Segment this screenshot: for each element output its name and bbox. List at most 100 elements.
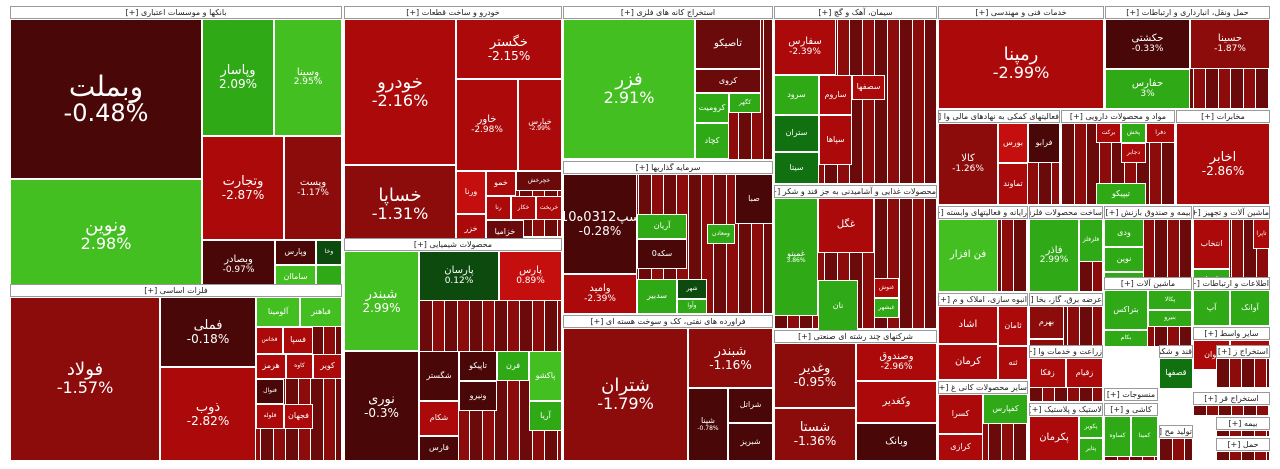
- stock-tile[interactable]: وغدیر -0.95%: [774, 343, 856, 408]
- stock-tile[interactable]: بنیرو: [1148, 310, 1192, 327]
- stock-tile[interactable]: شبریز: [728, 423, 773, 461]
- stock-tile[interactable]: خچرخش: [516, 171, 562, 191]
- sector-title[interactable]: کاشی و [+]: [1104, 403, 1158, 416]
- stock-tile[interactable]: تماوند: [998, 163, 1028, 205]
- stock-tile[interactable]: وخا: [316, 240, 342, 265]
- sector-title[interactable]: خدمات فنی و مهندسی [+]: [938, 6, 1104, 19]
- stock-tile[interactable]: خگستر -2.15%: [456, 19, 562, 79]
- stock-tile[interactable]: کروی: [695, 69, 761, 93]
- stock-tile[interactable]: سپ0312ه10-0.28%: [563, 174, 637, 274]
- stock-tile[interactable]: فزر 2.91%: [563, 19, 695, 159]
- stock-tile[interactable]: پارس 0.89%: [499, 251, 562, 301]
- stock-tile[interactable]: خاور -2.98%: [456, 79, 518, 171]
- stock-tile[interactable]: پتایر: [1079, 438, 1103, 461]
- stock-tile[interactable]: زقیام: [1066, 358, 1103, 388]
- stock-tile[interactable]: ثنه: [998, 346, 1028, 380]
- sector-title[interactable]: ساخت محصولات فلزی [+]: [1029, 206, 1103, 219]
- stock-tile[interactable]: تاصیکو: [695, 19, 761, 69]
- sector-title[interactable]: انبوه سازی، املاک و م [+]: [938, 293, 1028, 306]
- stock-tile[interactable]: فلزفلز: [1079, 219, 1103, 262]
- stock-tile[interactable]: ستران: [774, 115, 819, 152]
- stock-tile[interactable]: فرن: [497, 351, 529, 381]
- sector-title[interactable]: منسوجات [+]: [1104, 388, 1158, 401]
- stock-tile[interactable]: خساپا -1.31%: [344, 165, 456, 244]
- sector-title[interactable]: سایر محصولات کانی غ [+]: [938, 381, 1028, 394]
- sector-title[interactable]: رایانه و فعالیتهای وابسته [+]: [938, 206, 1028, 219]
- stock-tile[interactable]: سفارس -2.39%: [774, 19, 836, 75]
- sector-title[interactable]: سایر واسط [+]: [1193, 327, 1270, 340]
- sector-title[interactable]: شرکتهای چند رشته ای صنعتی [+]: [774, 330, 937, 343]
- stock-tile[interactable]: خمو: [486, 171, 516, 196]
- stock-tile[interactable]: دجابر: [1121, 143, 1146, 163]
- stock-tile[interactable]: فجهان: [284, 404, 313, 429]
- stock-tile[interactable]: کرمان: [938, 344, 998, 380]
- stock-tile[interactable]: زفکا: [1029, 358, 1066, 388]
- sector-title[interactable]: حمل ونقل، انبارداری و ارتباطات [+]: [1105, 6, 1270, 19]
- stock-tile[interactable]: ذوب -2.82%: [160, 367, 256, 461]
- sector-title[interactable]: بیمه و صندوق بازنش [+]: [1104, 206, 1192, 219]
- stock-tile[interactable]: شپنا -0.78%: [688, 388, 728, 461]
- sector-title[interactable]: تولید مح [+]: [1159, 425, 1193, 438]
- stock-tile[interactable]: رنا: [486, 196, 511, 220]
- stock-tile[interactable]: وآوا: [677, 299, 707, 314]
- sector-title[interactable]: محصولات شیمیایی [+]: [344, 238, 562, 251]
- stock-tile[interactable]: ورنا: [456, 171, 486, 214]
- stock-tile[interactable]: غنوش: [874, 278, 899, 298]
- stock-tile[interactable]: وپست -1.17%: [284, 136, 342, 240]
- stock-tile[interactable]: آریان: [637, 214, 687, 239]
- sector-title[interactable]: حمل [+]: [1216, 438, 1270, 451]
- stock-tile[interactable]: وکغدیر: [856, 381, 937, 423]
- stock-tile[interactable]: غمینو 3.86%: [774, 198, 818, 316]
- stock-tile[interactable]: حکشتی -0.33%: [1105, 19, 1190, 69]
- sector-title[interactable]: مواد و محصولات دارویی [+]: [1061, 110, 1175, 123]
- stock-tile[interactable]: حسینا -1.87%: [1190, 19, 1270, 69]
- stock-tile[interactable]: حفارس 3%: [1105, 69, 1190, 109]
- stock-tile[interactable]: تاپرا: [1253, 219, 1270, 249]
- stock-tile[interactable]: ونوین 2.98%: [10, 179, 202, 290]
- stock-tile[interactable]: شتران -1.79%: [563, 328, 688, 461]
- stock-tile[interactable]: بورس: [998, 123, 1028, 163]
- stock-tile[interactable]: کویر: [313, 354, 342, 379]
- stock-tile[interactable]: قصفها: [1159, 358, 1193, 389]
- stock-tile[interactable]: غبشهر: [874, 298, 899, 318]
- stock-tile[interactable]: وبانک: [856, 423, 937, 461]
- stock-tile[interactable]: فخاس: [256, 327, 283, 354]
- stock-tile[interactable]: کرومیت: [695, 93, 729, 123]
- stock-tile[interactable]: کالا -1.26%: [938, 123, 998, 205]
- stock-tile[interactable]: کچاد: [695, 123, 729, 159]
- stock-tile[interactable]: آوانک: [1230, 290, 1270, 326]
- stock-tile[interactable]: شگستر: [419, 351, 459, 401]
- stock-tile[interactable]: فارس: [419, 436, 459, 461]
- stock-tile[interactable]: پکویر: [1079, 416, 1103, 438]
- stock-tile[interactable]: اشاد: [938, 306, 998, 344]
- stock-tile[interactable]: فن افزار: [938, 219, 998, 292]
- stock-tile[interactable]: تیپیکو: [1096, 183, 1146, 205]
- sector-title[interactable]: عرضه برق، گاز، بخا [+]: [1029, 293, 1103, 306]
- stock-tile[interactable]: برکت: [1096, 123, 1121, 143]
- stock-tile[interactable]: رمپنا -2.99%: [938, 19, 1104, 109]
- stock-tile[interactable]: پکرمان: [1029, 416, 1079, 461]
- stock-tile[interactable]: شبندر 2.99%: [344, 251, 419, 351]
- stock-tile[interactable]: فملی -0.18%: [160, 297, 256, 367]
- stock-tile[interactable]: خریخت: [536, 196, 562, 220]
- stock-tile[interactable]: ومعادن: [707, 224, 735, 244]
- stock-tile[interactable]: کساوه: [1104, 416, 1131, 457]
- stock-tile[interactable]: تاپیکو: [459, 351, 497, 381]
- stock-tile[interactable]: ثامان: [998, 306, 1028, 346]
- stock-tile[interactable]: خکار: [511, 196, 536, 220]
- stock-tile[interactable]: نوری -0.3%: [344, 351, 419, 461]
- stock-tile[interactable]: کاوه: [286, 354, 313, 379]
- sector-title[interactable]: لاستیک و پلاستیک [+]: [1029, 403, 1103, 416]
- sector-title[interactable]: سرمایه گذاریها [+]: [563, 161, 773, 174]
- sector-title[interactable]: بیمه [+]: [1216, 417, 1270, 430]
- stock-tile[interactable]: خپارس -2.99%: [518, 79, 562, 171]
- stock-tile[interactable]: کرازی: [938, 434, 983, 461]
- sector-title[interactable]: مخابرات [+]: [1176, 110, 1270, 123]
- stock-tile[interactable]: کفپارس: [983, 394, 1028, 424]
- stock-tile[interactable]: نان: [818, 280, 858, 333]
- stock-tile[interactable]: پارسان 0.12%: [419, 251, 499, 301]
- sector-title[interactable]: بانکها و موسسات اعتباری [+]: [10, 6, 342, 19]
- stock-tile[interactable]: فسپا: [283, 327, 313, 354]
- stock-tile[interactable]: ونیرو: [459, 381, 497, 411]
- sector-title[interactable]: سیمان، آهک و گچ [+]: [774, 6, 937, 19]
